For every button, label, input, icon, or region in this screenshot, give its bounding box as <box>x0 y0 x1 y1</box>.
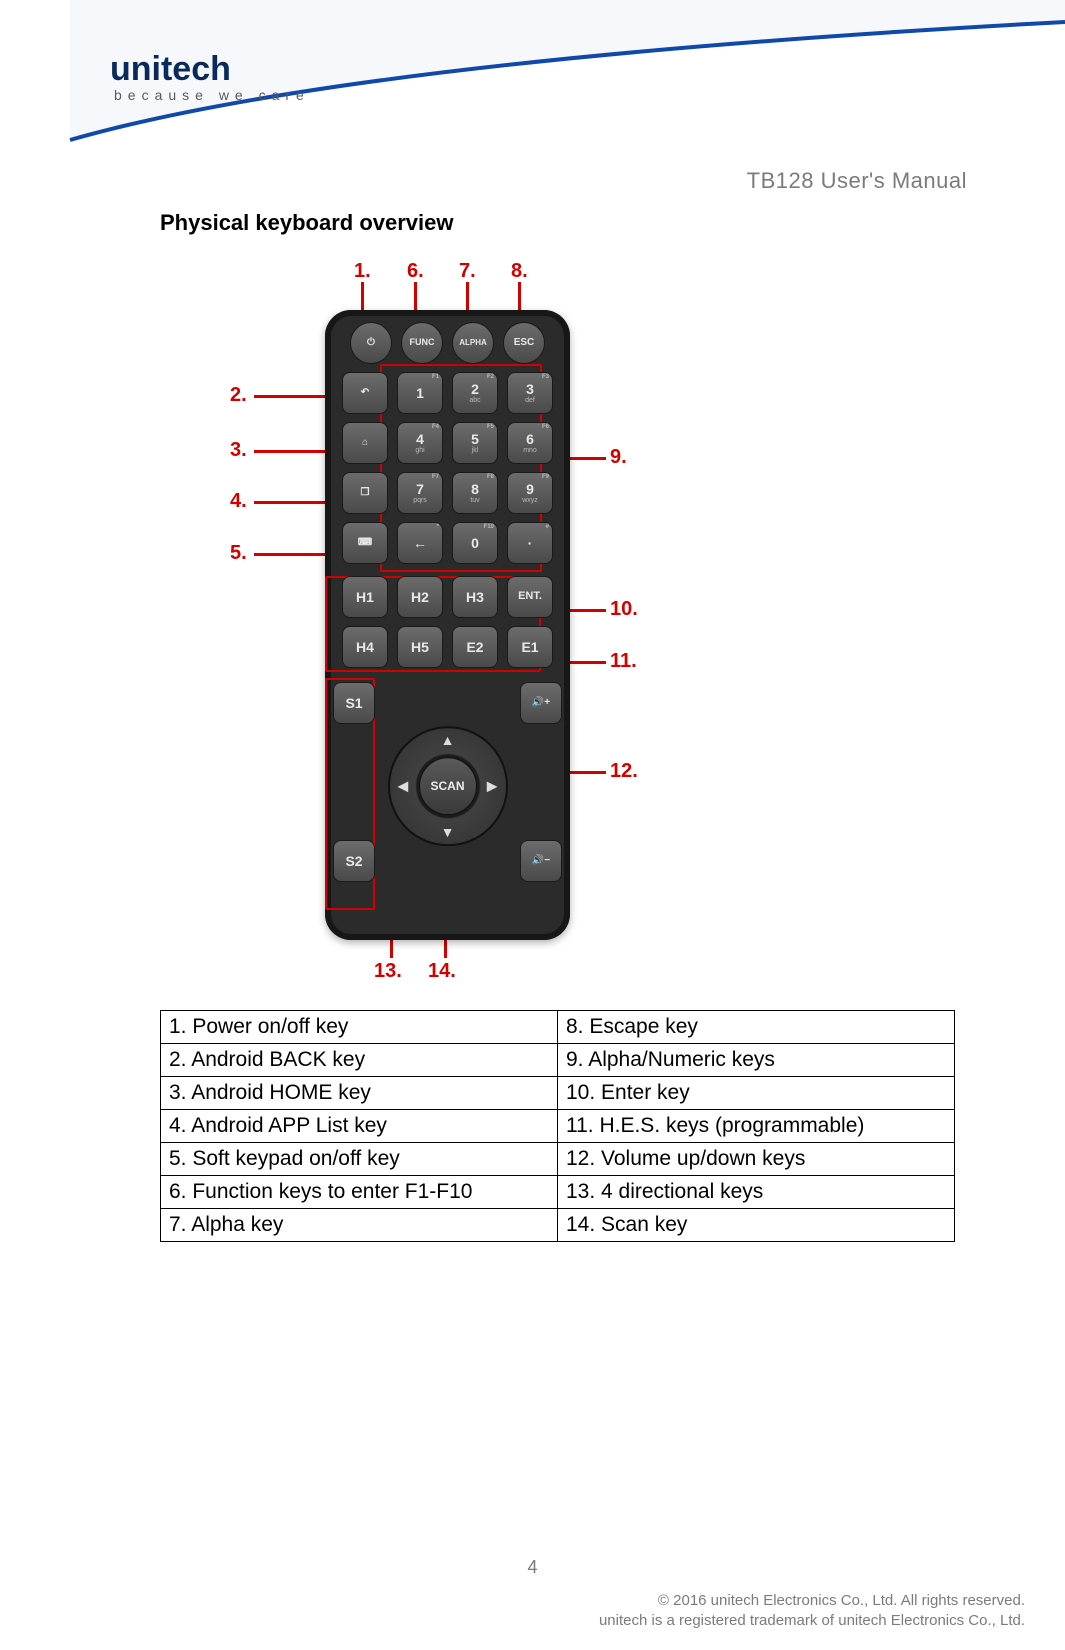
volume-up-icon: 🔊+ <box>532 698 550 709</box>
callout-8: 8. <box>511 260 528 283</box>
dpad-left-icon: ◀ <box>398 778 409 795</box>
footer-line-2: unitech is a registered trademark of uni… <box>599 1611 1025 1631</box>
key-h3: H3 <box>452 576 498 618</box>
callout-7: 7. <box>459 260 476 283</box>
table-cell: 11. H.E.S. keys (programmable) <box>558 1110 955 1143</box>
header: unitech because we care <box>110 50 1065 180</box>
logo-tagline: because we care <box>114 87 1065 103</box>
key-4: F44ghi <box>397 422 443 464</box>
table-cell: 8. Escape key <box>558 1011 955 1044</box>
table-cell: 3. Android HOME key <box>161 1077 558 1110</box>
table-cell: 2. Android BACK key <box>161 1044 558 1077</box>
table-cell: 9. Alpha/Numeric keys <box>558 1044 955 1077</box>
leader-12 <box>570 771 606 774</box>
table-cell: 4. Android APP List key <box>161 1110 558 1143</box>
table-row: 5. Soft keypad on/off key12. Volume up/d… <box>161 1143 955 1176</box>
page-number: 4 <box>527 1557 537 1578</box>
key-power: ⏻ <box>350 322 392 364</box>
callout-12: 12. <box>610 760 638 783</box>
key-home: ⌂ <box>342 422 388 464</box>
key-star: *← <box>397 522 443 564</box>
table-cell: 14. Scan key <box>558 1209 955 1242</box>
key-softkbd: ⌨ <box>342 522 388 564</box>
footer: © 2016 unitech Electronics Co., Ltd. All… <box>599 1591 1025 1630</box>
legend-table: 1. Power on/off key8. Escape key 2. Andr… <box>160 1010 955 1242</box>
table-row: 7. Alpha key14. Scan key <box>161 1209 955 1242</box>
table-row: 1. Power on/off key8. Escape key <box>161 1011 955 1044</box>
table-row: 2. Android BACK key9. Alpha/Numeric keys <box>161 1044 955 1077</box>
callout-5: 5. <box>230 542 247 565</box>
callout-6: 6. <box>407 260 424 283</box>
key-h1: H1 <box>342 576 388 618</box>
callout-4: 4. <box>230 490 247 513</box>
callout-1: 1. <box>354 260 371 283</box>
callout-13: 13. <box>374 960 402 983</box>
key-back: ↶ <box>342 372 388 414</box>
key-h2: H2 <box>397 576 443 618</box>
key-e2: E2 <box>452 626 498 668</box>
table-cell: 1. Power on/off key <box>161 1011 558 1044</box>
table-cell: 7. Alpha key <box>161 1209 558 1242</box>
table-row: 3. Android HOME key10. Enter key <box>161 1077 955 1110</box>
keyboard-icon: ⌨ <box>358 538 372 549</box>
table-row: 6. Function keys to enter F1-F1013. 4 di… <box>161 1176 955 1209</box>
volume-down-icon: 🔊− <box>532 856 550 867</box>
callout-11: 11. <box>610 650 637 673</box>
callout-2: 2. <box>230 384 247 407</box>
key-8: F88tuv <box>452 472 498 514</box>
logo-brand: unitech <box>110 50 231 88</box>
key-h5: H5 <box>397 626 443 668</box>
key-2: F22abc <box>452 372 498 414</box>
table-cell: 13. 4 directional keys <box>558 1176 955 1209</box>
key-voldn: 🔊− <box>520 840 562 882</box>
dpad-right-icon: ▶ <box>487 778 498 795</box>
key-e1: E1 <box>507 626 553 668</box>
apps-icon: ❐ <box>361 488 370 499</box>
table-cell: 5. Soft keypad on/off key <box>161 1143 558 1176</box>
key-apps: ❐ <box>342 472 388 514</box>
table-cell: 6. Function keys to enter F1-F10 <box>161 1176 558 1209</box>
key-func: FUNC <box>401 322 443 364</box>
keyboard-diagram: 1. 6. 7. 8. 2. 3. 4. 5. 9. 10. 11. 12. 1… <box>230 260 690 980</box>
logo: unitech because we care <box>110 50 1065 103</box>
key-alpha: ALPHA <box>452 322 494 364</box>
power-icon: ⏻ <box>367 338 375 349</box>
key-ent: ENT. <box>507 576 553 618</box>
key-3: F33def <box>507 372 553 414</box>
dpad-ring: ▲ ▼ ◀ ▶ SCAN <box>388 726 508 846</box>
key-scan: SCAN <box>419 757 477 815</box>
callout-9: 9. <box>610 446 627 469</box>
key-5: F55jkl <box>452 422 498 464</box>
document-page: unitech because we care TB128 User's Man… <box>0 0 1065 1650</box>
dpad-up-icon: ▲ <box>441 732 455 748</box>
table-cell: 12. Volume up/down keys <box>558 1143 955 1176</box>
key-7: F77pqrs <box>397 472 443 514</box>
dpad-down-icon: ▼ <box>441 824 455 840</box>
key-s1: S1 <box>333 682 375 724</box>
key-esc: ESC <box>503 322 545 364</box>
key-volup: 🔊+ <box>520 682 562 724</box>
remote-body: ⏻ FUNC ALPHA ESC ↶ F11 F22abc F33def ⌂ F… <box>325 310 570 940</box>
footer-line-1: © 2016 unitech Electronics Co., Ltd. All… <box>599 1591 1025 1611</box>
key-h4: H4 <box>342 626 388 668</box>
callout-14: 14. <box>428 960 456 983</box>
key-1: F11 <box>397 372 443 414</box>
section-title: Physical keyboard overview <box>160 210 454 236</box>
table-cell: 10. Enter key <box>558 1077 955 1110</box>
key-6: F66mno <box>507 422 553 464</box>
back-icon: ↶ <box>361 388 369 399</box>
key-9: F99wxyz <box>507 472 553 514</box>
callout-10: 10. <box>610 598 638 621</box>
key-hash: #· <box>507 522 553 564</box>
key-s2: S2 <box>333 840 375 882</box>
table-row: 4. Android APP List key11. H.E.S. keys (… <box>161 1110 955 1143</box>
key-0: F100 <box>452 522 498 564</box>
document-title: TB128 User's Manual <box>747 168 967 194</box>
home-icon: ⌂ <box>362 438 368 449</box>
callout-3: 3. <box>230 439 247 462</box>
